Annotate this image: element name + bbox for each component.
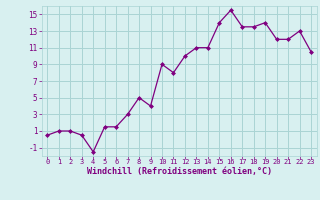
X-axis label: Windchill (Refroidissement éolien,°C): Windchill (Refroidissement éolien,°C)	[87, 167, 272, 176]
